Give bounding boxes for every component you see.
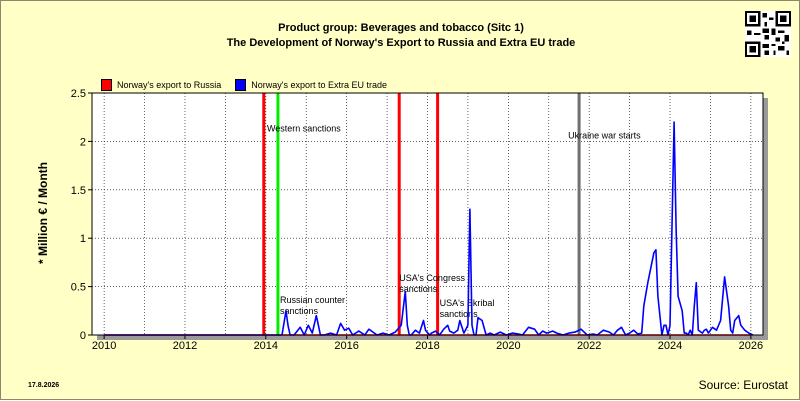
annotation-label: USA's Congress xyxy=(399,273,465,283)
annotation-label: USA's Skribal xyxy=(440,298,495,308)
x-tick-label: 2024 xyxy=(658,340,682,352)
legend-swatch-russia xyxy=(101,79,112,91)
y-tick-label: 2 xyxy=(80,136,86,148)
qr-code-icon xyxy=(745,11,791,57)
legend-item-extra-eu: Norway's export to Extra EU trade xyxy=(235,79,387,91)
source-label: Source: Eurostat xyxy=(698,378,788,392)
annotation-label: sanctions xyxy=(280,306,319,316)
legend-label-russia: Norway's export to Russia xyxy=(117,80,222,90)
plot-border xyxy=(91,92,764,336)
date-label: 17.8.2026 xyxy=(28,382,60,389)
legend-label-extra-eu: Norway's export to Extra EU trade xyxy=(251,80,388,90)
x-tick-label: 2016 xyxy=(334,340,358,352)
legend: Norway's export to Russia Norway's expor… xyxy=(101,78,401,92)
event-label: Western sanctions xyxy=(267,124,341,134)
x-tick-label: 2022 xyxy=(577,340,601,352)
x-tick-label: 2026 xyxy=(739,340,763,352)
y-tick-label: 1 xyxy=(80,233,86,245)
chart-subtitle: The Development of Norway's Export to Ru… xyxy=(226,37,576,49)
y-tick-label: 0 xyxy=(80,330,86,342)
x-tick-label: 2020 xyxy=(496,340,520,352)
event-label: Ukraine war starts xyxy=(568,130,641,140)
annotation-label: sanctions xyxy=(399,284,438,294)
y-tick-label: 0.5 xyxy=(71,282,86,294)
x-tick-label: 2018 xyxy=(415,340,439,352)
annotation-label: sanctions xyxy=(440,309,479,319)
y-tick-label: 2.5 xyxy=(71,88,86,100)
legend-swatch-extra-eu xyxy=(235,79,247,91)
legend-item-russia: Norway's export to Russia xyxy=(101,79,221,91)
x-tick-label: 2012 xyxy=(173,340,197,352)
chart-title: Product group: Beverages and tobacco (Si… xyxy=(278,22,524,34)
annotation-label: Russian counter xyxy=(280,295,345,305)
series-line-extra-eu xyxy=(104,121,754,336)
y-tick-label: 1.5 xyxy=(71,185,86,197)
plot-area: 0 0.5 1 1.5 2 2.5 2010 2012 2014 2016 2018 2020 2022… xyxy=(71,88,768,352)
x-tick-label: 2014 xyxy=(254,340,278,352)
x-tick-label: 2010 xyxy=(92,340,116,352)
